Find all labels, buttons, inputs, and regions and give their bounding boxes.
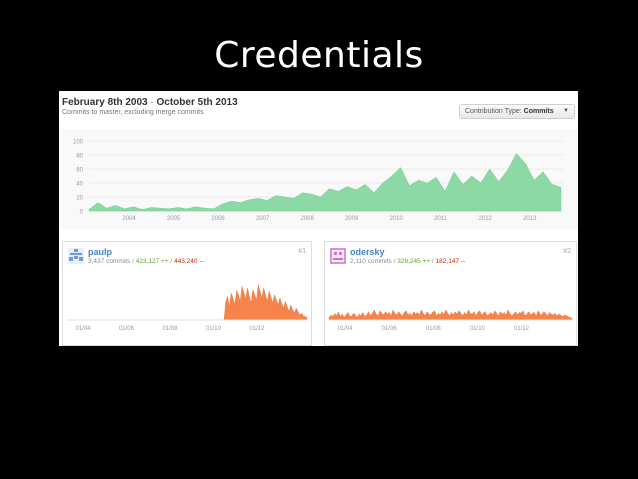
stats-separator: / [391, 258, 398, 265]
stats-separator: / [168, 258, 175, 265]
stats-separator: / [130, 258, 136, 265]
contributor-stats: 2,110 commits / 328,245 ++ / 182,147 -- [350, 258, 465, 265]
contribution-type-value: Commits [523, 108, 554, 115]
chart-background [59, 129, 578, 229]
x-tick-label: 01/06 [382, 326, 398, 332]
contributor-stats: 3,437 commits / 423,127 ++ / 443,240 -- [88, 258, 204, 265]
x-tick-label: 2006 [211, 216, 225, 222]
avatar[interactable] [330, 248, 346, 264]
x-tick-label: 01/04 [75, 326, 91, 332]
stats-separator: / [430, 258, 436, 265]
x-tick-label: 01/12 [249, 326, 265, 332]
additions-count: 423,127 ++ [135, 258, 169, 265]
main-commits-chart[interactable]: 100 80 60 40 20 0 2004 2005 2006 2007 2008 2009 2010… [59, 129, 578, 321]
y-tick-label: 60 [76, 168, 83, 174]
x-tick-label: 2012 [479, 216, 493, 222]
x-tick-label: 01/10 [470, 326, 486, 332]
contribution-type-label: Contribution Type: [465, 108, 522, 115]
date-separator: - [150, 97, 154, 108]
x-tick-label: 2009 [345, 216, 359, 222]
deletions-count: 182,147 -- [435, 258, 466, 265]
y-tick-label: 100 [73, 140, 84, 146]
contributor-rank: #2 [563, 248, 571, 255]
x-tick-label: 2011 [434, 216, 448, 222]
contributor-card-odersky: odersky 2,110 commits / 328,245 ++ / 182… [324, 241, 577, 346]
chevron-down-icon: ▼ [563, 108, 569, 114]
y-tick-label: 80 [76, 154, 83, 160]
y-tick-label: 20 [76, 196, 83, 202]
x-tick-label: 01/08 [162, 326, 178, 332]
start-date: February 8th 2003 [62, 97, 148, 108]
contributors-panel: February 8th 2003 - October 5th 2013 Com… [59, 91, 578, 346]
contribution-type-dropdown[interactable]: Contribution Type: Commits ▼ [459, 104, 575, 119]
x-tick-label: 2008 [300, 216, 314, 222]
commits-area [328, 309, 573, 321]
x-tick-label: 2005 [167, 216, 181, 222]
date-range-title: February 8th 2003 - October 5th 2013 [62, 97, 238, 108]
end-date: October 5th 2013 [156, 97, 238, 108]
contributor-commits-chart[interactable]: 01/04 01/06 01/08 01/10 01/12 [325, 270, 576, 342]
x-tick-label: 2013 [523, 216, 537, 222]
avatar[interactable] [68, 248, 84, 264]
commit-count: 3,437 commits [88, 258, 131, 265]
chart-subtitle: Commits to master, excluding merge commi… [62, 109, 204, 116]
contributor-rank: #1 [298, 248, 306, 255]
commits-area [88, 153, 562, 212]
contributor-name-link[interactable]: odersky [350, 247, 385, 257]
x-tick-label: 01/08 [426, 326, 442, 332]
y-tick-label: 0 [80, 210, 84, 216]
y-tick-label: 40 [76, 182, 83, 188]
commits-area [67, 284, 308, 321]
x-tick-label: 2004 [122, 216, 136, 222]
x-tick-label: 2010 [389, 216, 403, 222]
x-tick-label: 2007 [256, 216, 270, 222]
slide-title: Credentials [214, 35, 424, 76]
x-tick-label: 01/12 [514, 326, 530, 332]
commit-count: 2,110 commits [350, 258, 392, 265]
contributor-name-link[interactable]: paulp [88, 247, 112, 257]
contributor-commits-chart[interactable]: 01/04 01/06 01/08 01/10 01/12 [63, 270, 311, 342]
contributor-card-paulp: paulp 3,437 commits / 423,127 ++ / 443,2… [62, 241, 312, 346]
x-tick-label: 01/10 [206, 326, 222, 332]
x-tick-label: 01/04 [337, 326, 353, 332]
deletions-count: 443,240 -- [174, 258, 204, 265]
additions-count: 328,245 ++ [397, 258, 431, 265]
x-tick-label: 01/06 [119, 326, 135, 332]
